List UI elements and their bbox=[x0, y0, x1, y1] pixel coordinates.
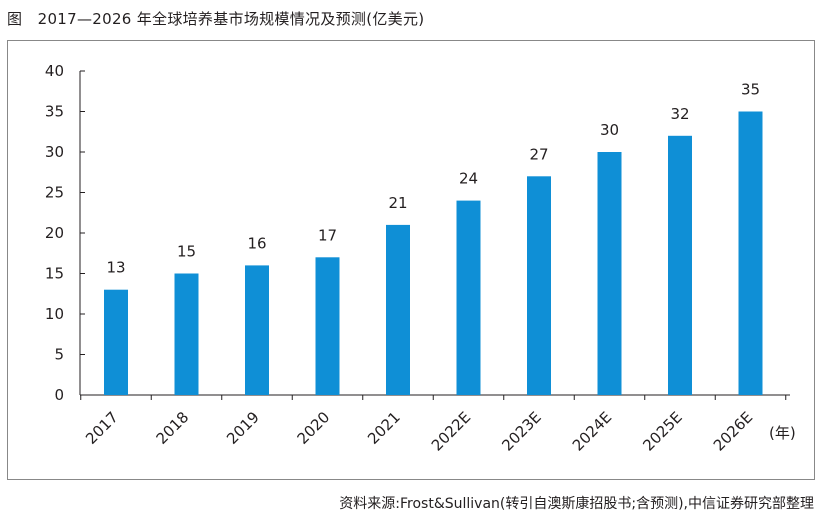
bar bbox=[386, 224, 410, 395]
data-label: 24 bbox=[459, 170, 478, 188]
chart-title: 图 2017—2026 年全球培养基市场规模情况及预测(亿美元) bbox=[7, 10, 425, 28]
data-label: 15 bbox=[177, 243, 196, 261]
x-tick-label: 2019 bbox=[223, 408, 263, 448]
bar bbox=[597, 152, 622, 395]
data-label: 35 bbox=[741, 81, 760, 99]
x-tick-label: 2022E bbox=[428, 408, 474, 454]
x-tick-label: 2023E bbox=[498, 408, 544, 454]
x-tick-label: 2025E bbox=[639, 408, 685, 454]
y-tick-label: 35 bbox=[45, 103, 64, 121]
y-tick-label: 0 bbox=[54, 386, 64, 404]
bar bbox=[104, 289, 128, 395]
data-label: 32 bbox=[670, 105, 689, 123]
y-tick-label: 25 bbox=[45, 184, 64, 202]
bar bbox=[315, 257, 340, 395]
data-label: 17 bbox=[318, 226, 337, 244]
x-tick-label: 2020 bbox=[294, 408, 334, 448]
x-tick-label: 2018 bbox=[153, 408, 193, 448]
bar bbox=[668, 135, 692, 396]
bar bbox=[245, 265, 269, 395]
data-label: 27 bbox=[529, 145, 548, 163]
x-axis-unit: (年) bbox=[769, 424, 796, 442]
y-tick-label: 5 bbox=[54, 346, 64, 364]
x-tick-label: 2017 bbox=[82, 408, 122, 448]
x-tick-label: 2024E bbox=[569, 408, 615, 454]
bar bbox=[527, 176, 551, 395]
y-tick-label: 30 bbox=[45, 143, 64, 161]
y-tick-label: 20 bbox=[45, 224, 64, 242]
y-tick-label: 10 bbox=[45, 305, 64, 323]
x-tick-label: 2021 bbox=[364, 408, 404, 448]
source-note: 资料来源:Frost&Sullivan(转引自澳斯康招股书;含预测),中信证券研… bbox=[339, 496, 814, 512]
y-tick-label: 40 bbox=[45, 62, 64, 80]
bars: 13 15 16 17 21 24 27 30 32 35 bbox=[104, 81, 763, 396]
data-label: 21 bbox=[388, 194, 407, 212]
bar bbox=[738, 111, 763, 395]
data-label: 16 bbox=[247, 234, 266, 252]
data-label: 30 bbox=[600, 121, 619, 139]
chart-frame bbox=[7, 40, 815, 480]
y-tick-label: 15 bbox=[45, 265, 64, 283]
x-tick-label: 2026E bbox=[710, 408, 756, 454]
bar bbox=[456, 200, 481, 395]
data-label: 13 bbox=[106, 259, 125, 277]
bar bbox=[174, 273, 199, 395]
